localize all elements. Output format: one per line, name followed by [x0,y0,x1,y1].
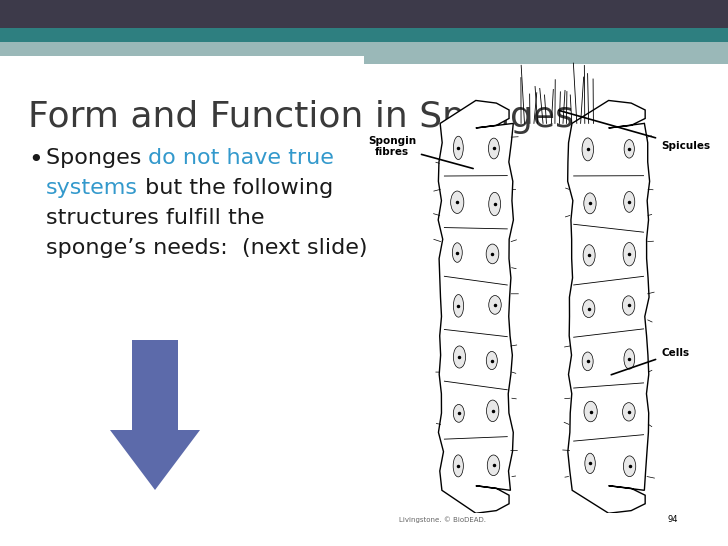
Text: structures fulfill the: structures fulfill the [46,208,264,228]
Text: Sponges: Sponges [46,148,149,168]
Text: sponge’s needs:  (next slide): sponge’s needs: (next slide) [46,238,368,258]
Ellipse shape [487,455,499,476]
Bar [0,0,728,28]
Ellipse shape [583,245,595,266]
Ellipse shape [486,352,497,370]
Ellipse shape [624,140,634,158]
Ellipse shape [486,400,499,422]
Ellipse shape [454,136,463,159]
Text: systems: systems [46,178,138,198]
Bar [0,28,728,42]
Ellipse shape [584,193,596,214]
Ellipse shape [486,244,499,264]
Text: 94: 94 [668,515,678,524]
Ellipse shape [584,401,597,422]
Ellipse shape [623,242,636,266]
Ellipse shape [454,346,466,368]
Ellipse shape [582,352,593,371]
Ellipse shape [488,138,499,159]
Ellipse shape [582,138,593,161]
Ellipse shape [622,296,635,315]
Bar [0,42,364,56]
Ellipse shape [623,456,636,477]
Text: Cells: Cells [612,348,689,375]
Ellipse shape [454,294,464,317]
Ellipse shape [622,402,635,421]
Polygon shape [568,100,649,513]
Bar [364,42,728,64]
Text: •: • [28,148,43,172]
Text: Livingstone. © BioDEAD.: Livingstone. © BioDEAD. [399,517,486,524]
Text: Form and Function in Sponges: Form and Function in Sponges [28,100,574,134]
Ellipse shape [585,453,596,473]
Ellipse shape [452,243,462,262]
Ellipse shape [488,295,502,314]
Ellipse shape [454,405,464,422]
Polygon shape [438,100,513,513]
Text: but the following: but the following [138,178,333,198]
Text: Spongin
fibres: Spongin fibres [368,135,473,169]
Ellipse shape [624,349,635,369]
Text: do not have true: do not have true [149,148,334,168]
Ellipse shape [488,192,501,216]
Text: Spicules: Spicules [559,110,710,151]
Ellipse shape [453,455,463,477]
Ellipse shape [582,300,595,318]
Bar [132,340,178,430]
Polygon shape [110,430,200,490]
Ellipse shape [624,192,635,212]
Ellipse shape [451,191,464,213]
